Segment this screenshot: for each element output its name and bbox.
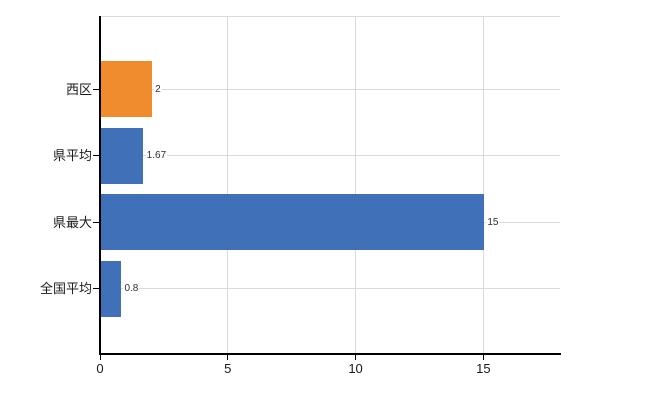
- bar: [100, 260, 121, 317]
- y-axis-line: [99, 16, 101, 355]
- x-axis-tick: [355, 353, 357, 360]
- x-axis-tick: [227, 353, 229, 360]
- bar: [100, 61, 152, 117]
- bar-value-label: 2: [154, 82, 162, 96]
- x-tick-label: 5: [224, 361, 232, 376]
- category-tick: [93, 288, 100, 289]
- x-tick-label: 0: [96, 361, 104, 376]
- plot-top-border: [100, 16, 560, 17]
- x-tick-label: 10: [348, 361, 363, 376]
- x-tick-label: 15: [476, 361, 491, 376]
- horizontal-gridline: [100, 88, 560, 90]
- bar: [100, 127, 144, 184]
- vertical-gridline: [227, 16, 229, 353]
- category-label: 県平均: [52, 148, 92, 163]
- x-axis-tick: [482, 353, 484, 360]
- horizontal-gridline: [100, 288, 560, 289]
- bar-value-label: 0.8: [123, 282, 140, 295]
- x-axis-tick: [99, 353, 101, 360]
- bar-value-label: 1.67: [145, 149, 168, 162]
- category-label: 県最大: [52, 214, 92, 230]
- horizontal-gridline: [100, 155, 560, 156]
- category-tick: [93, 155, 100, 156]
- category-label: 全国平均: [39, 281, 92, 296]
- bar: [100, 194, 484, 250]
- category-tick: [93, 88, 100, 90]
- bar-value-label: 15: [486, 215, 500, 229]
- category-tick: [93, 221, 100, 223]
- vertical-gridline: [355, 16, 357, 353]
- category-label: 西区: [65, 81, 92, 97]
- vertical-gridline: [482, 16, 484, 353]
- x-axis-line: [99, 353, 561, 355]
